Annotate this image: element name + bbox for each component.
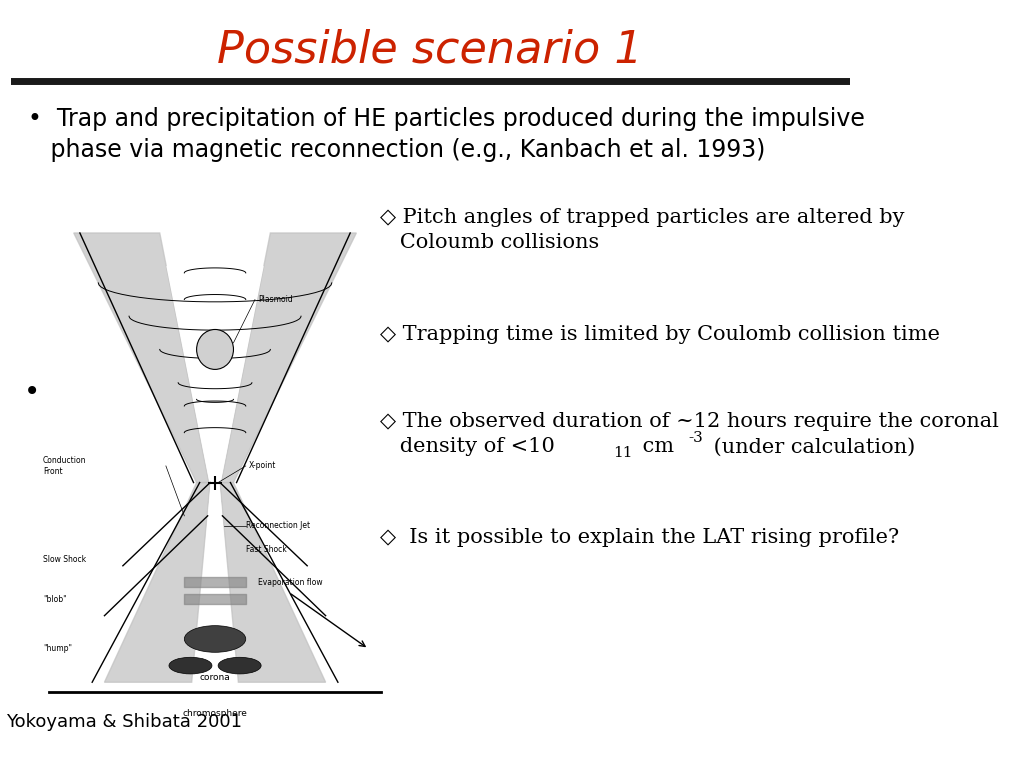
Text: 11: 11 [613,446,633,460]
Polygon shape [221,233,356,482]
Text: "hump": "hump" [43,644,72,654]
Ellipse shape [197,329,233,369]
Text: ◇ The observed duration of ~12 hours require the coronal
   density of <10: ◇ The observed duration of ~12 hours req… [380,412,998,456]
Text: corona: corona [200,674,230,682]
Polygon shape [196,482,234,666]
Text: ◇ Pitch angles of trapped particles are altered by
   Coloumb collisions: ◇ Pitch angles of trapped particles are … [380,208,904,253]
Text: Evaporation flow: Evaporation flow [258,578,323,587]
Text: •: • [24,378,40,406]
Text: "blob": "blob" [43,594,67,604]
Text: ◇ Trapping time is limited by Coulomb collision time: ◇ Trapping time is limited by Coulomb co… [380,325,940,343]
Text: Slow Shock: Slow Shock [43,554,86,564]
Text: •  Trap and precipitation of HE particles produced during the impulsive: • Trap and precipitation of HE particles… [28,107,864,131]
Polygon shape [220,482,326,682]
Text: cm: cm [636,438,674,456]
Text: Plasmoid: Plasmoid [258,295,293,304]
Polygon shape [104,482,210,682]
Polygon shape [167,266,263,482]
Text: Possible scenario 1: Possible scenario 1 [217,28,643,71]
Text: Fast Shock: Fast Shock [246,545,287,554]
Text: Conduction
Front: Conduction Front [43,456,86,475]
Polygon shape [74,233,209,482]
Text: (under calculation): (under calculation) [707,438,915,456]
Ellipse shape [184,626,246,652]
Ellipse shape [169,657,212,674]
Ellipse shape [218,657,261,674]
Text: phase via magnetic reconnection (e.g., Kanbach et al. 1993): phase via magnetic reconnection (e.g., K… [28,137,765,162]
Text: -3: -3 [688,431,703,445]
Text: Reconnection Jet: Reconnection Jet [246,521,310,531]
Text: Yokoyama & Shibata 2001: Yokoyama & Shibata 2001 [6,713,242,731]
Text: chromosphere: chromosphere [182,709,248,718]
Text: X-point: X-point [249,462,276,471]
Text: ◇  Is it possible to explain the LAT rising profile?: ◇ Is it possible to explain the LAT risi… [380,528,899,547]
